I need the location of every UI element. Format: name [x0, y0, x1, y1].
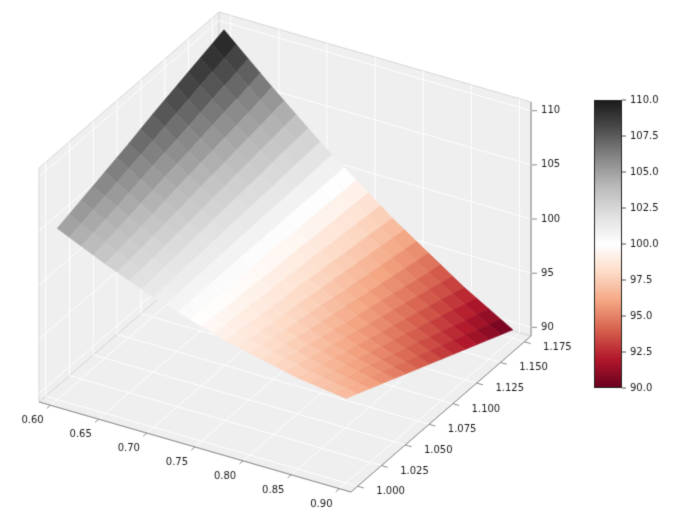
- surface-plot-canvas: [0, 0, 690, 522]
- figure: [0, 0, 690, 522]
